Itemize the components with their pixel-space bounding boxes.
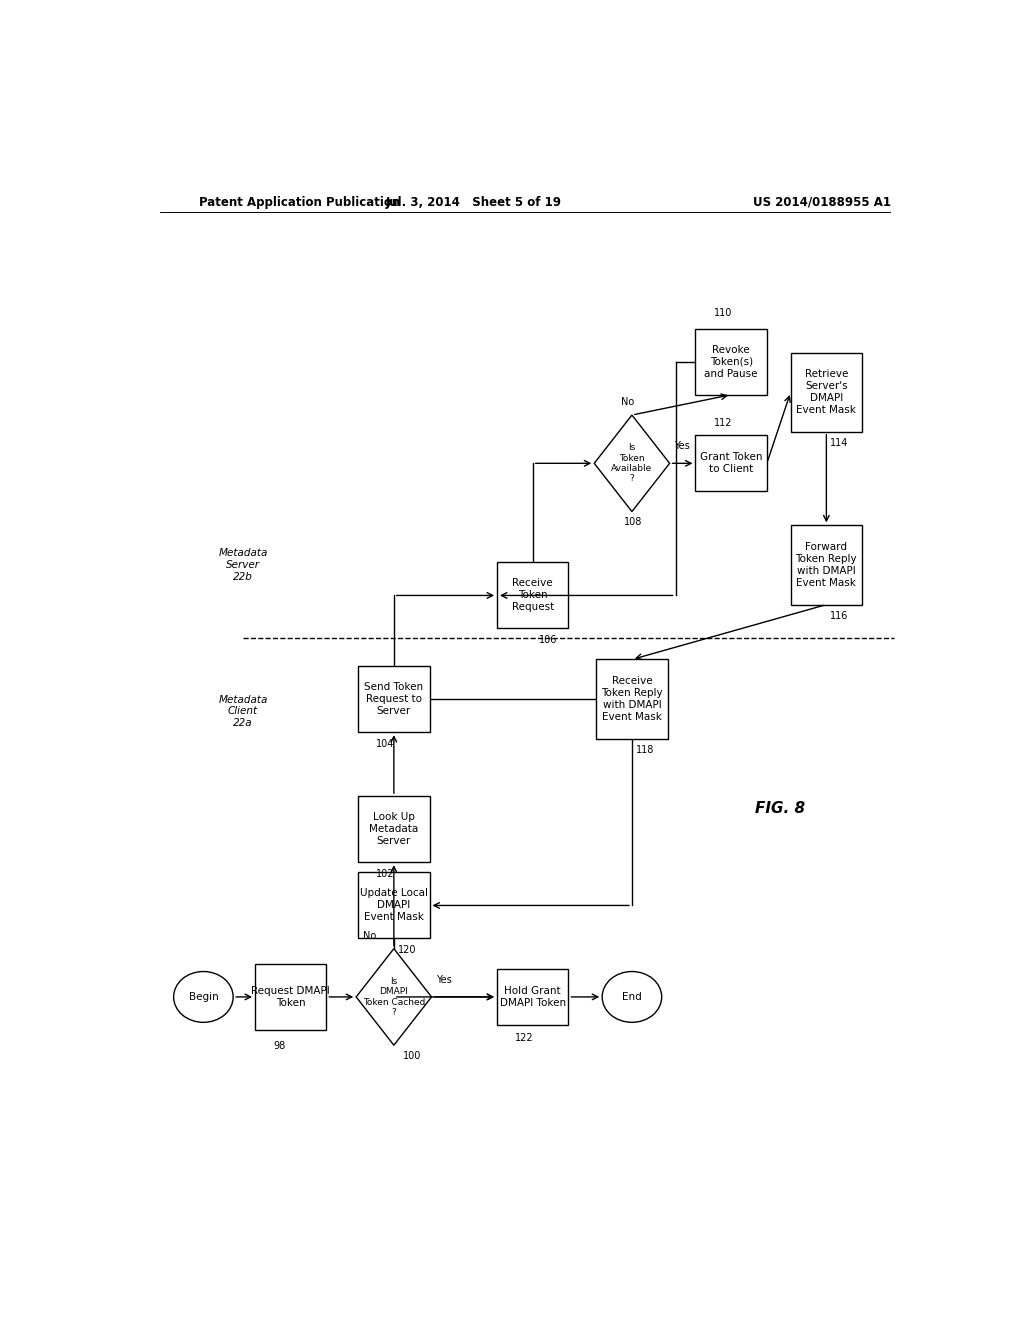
FancyBboxPatch shape — [497, 562, 568, 628]
Text: Forward
Token Reply
with DMAPI
Event Mask: Forward Token Reply with DMAPI Event Mas… — [796, 543, 857, 587]
FancyBboxPatch shape — [358, 667, 430, 733]
Text: Request DMAPI
Token: Request DMAPI Token — [251, 986, 330, 1008]
Text: 120: 120 — [397, 945, 417, 956]
Text: Is
Token
Available
?: Is Token Available ? — [611, 444, 652, 483]
Polygon shape — [356, 949, 431, 1045]
Text: 100: 100 — [403, 1051, 422, 1061]
Text: Metadata
Client
22a: Metadata Client 22a — [218, 694, 267, 727]
Text: Revoke
Token(s)
and Pause: Revoke Token(s) and Pause — [705, 345, 758, 379]
FancyBboxPatch shape — [791, 525, 862, 605]
Text: 110: 110 — [714, 308, 732, 318]
FancyBboxPatch shape — [596, 660, 668, 739]
Text: 108: 108 — [624, 517, 642, 527]
Text: 102: 102 — [377, 869, 395, 879]
FancyBboxPatch shape — [791, 352, 862, 432]
Text: 112: 112 — [714, 417, 732, 428]
Text: Hold Grant
DMAPI Token: Hold Grant DMAPI Token — [500, 986, 566, 1008]
Text: 122: 122 — [515, 1032, 534, 1043]
Ellipse shape — [174, 972, 233, 1022]
FancyBboxPatch shape — [497, 969, 568, 1024]
Text: Begin: Begin — [188, 991, 218, 1002]
FancyBboxPatch shape — [358, 796, 430, 862]
FancyBboxPatch shape — [255, 964, 327, 1030]
FancyBboxPatch shape — [358, 873, 430, 939]
Text: Receive
Token Reply
with DMAPI
Event Mask: Receive Token Reply with DMAPI Event Mas… — [601, 676, 663, 722]
Text: 114: 114 — [830, 438, 849, 447]
Text: 118: 118 — [636, 744, 654, 755]
Text: No: No — [622, 397, 635, 407]
Text: Yes: Yes — [435, 974, 452, 985]
Text: 104: 104 — [377, 739, 395, 748]
Polygon shape — [594, 414, 670, 512]
Text: Yes: Yes — [674, 441, 689, 451]
Ellipse shape — [602, 972, 662, 1022]
Text: Jul. 3, 2014   Sheet 5 of 19: Jul. 3, 2014 Sheet 5 of 19 — [385, 195, 561, 209]
Text: Metadata
Server
22b: Metadata Server 22b — [218, 548, 267, 582]
Text: End: End — [622, 991, 642, 1002]
FancyBboxPatch shape — [695, 329, 767, 395]
Text: 106: 106 — [539, 635, 557, 645]
Text: Retrieve
Server's
DMAPI
Event Mask: Retrieve Server's DMAPI Event Mask — [797, 370, 856, 416]
Text: Grant Token
to Client: Grant Token to Client — [699, 453, 763, 474]
Text: 98: 98 — [273, 1040, 286, 1051]
Text: Send Token
Request to
Server: Send Token Request to Server — [365, 682, 423, 717]
Text: US 2014/0188955 A1: US 2014/0188955 A1 — [754, 195, 892, 209]
Text: FIG. 8: FIG. 8 — [755, 801, 805, 816]
Text: 116: 116 — [830, 611, 849, 620]
Text: Patent Application Publication: Patent Application Publication — [200, 195, 400, 209]
Text: Receive
Token
Request: Receive Token Request — [512, 578, 554, 612]
Text: No: No — [364, 931, 377, 941]
Text: Update Local
DMAPI
Event Mask: Update Local DMAPI Event Mask — [359, 888, 428, 923]
FancyBboxPatch shape — [695, 436, 767, 491]
Text: Is
DMAPI
Token Cached
?: Is DMAPI Token Cached ? — [362, 977, 425, 1016]
Text: Look Up
Metadata
Server: Look Up Metadata Server — [370, 812, 419, 846]
